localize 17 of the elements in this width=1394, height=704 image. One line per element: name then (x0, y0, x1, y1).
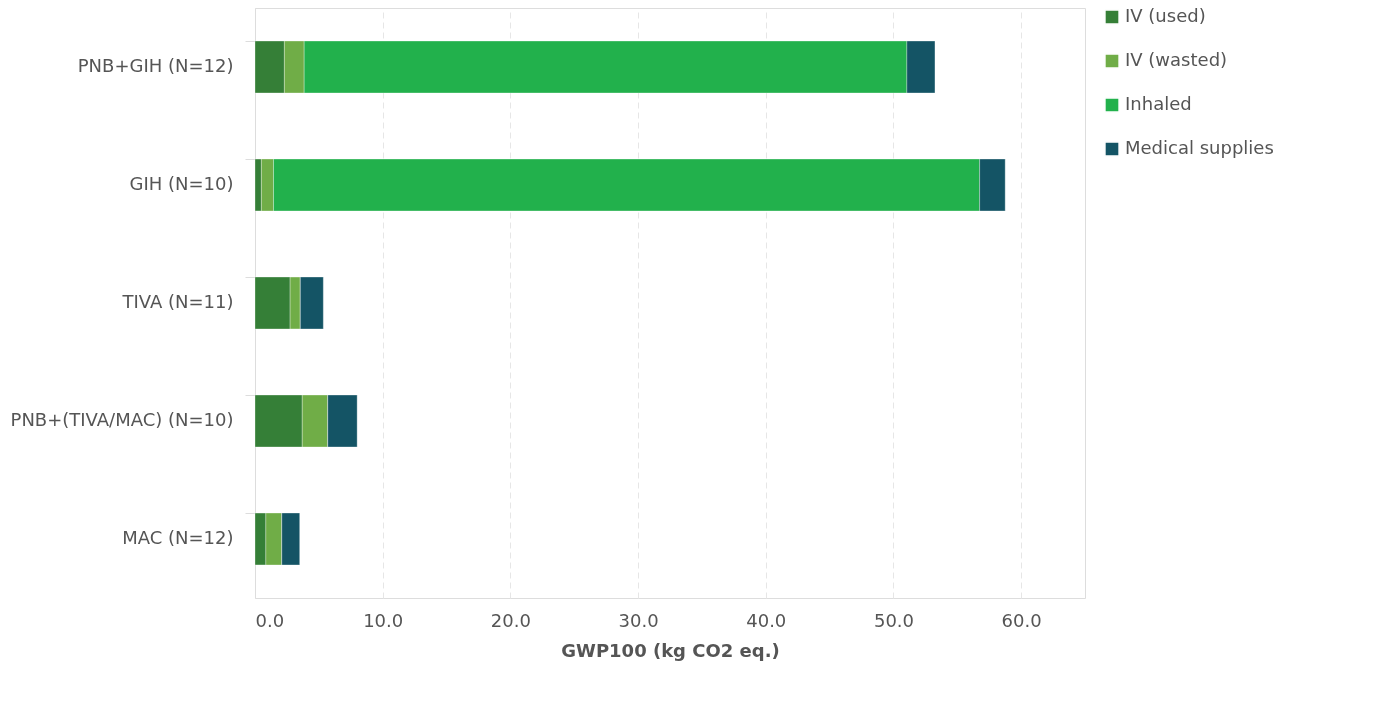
x-tick-label: 60.0 (1001, 609, 1042, 631)
y-tick-label: MAC (N=12) (122, 527, 234, 548)
x-tick-label: 0.0 (255, 609, 285, 631)
x-tick-label: 40.0 (746, 609, 787, 631)
legend-label: Inhaled (1125, 93, 1192, 114)
x-tick-label: 10.0 (363, 609, 404, 631)
x-tick-label: 20.0 (490, 609, 531, 631)
x-tick-label: 50.0 (873, 609, 914, 631)
y-tick-label: PNB+(TIVA/MAC) (N=10) (10, 409, 234, 430)
y-tick-label: GIH (N=10) (129, 173, 234, 194)
y-tick-label: PNB+GIH (N=12) (77, 55, 234, 76)
legend-label: IV (used) (1125, 5, 1206, 26)
x-axis-title: GWP100 (kg CO2 eq.) (561, 639, 780, 661)
legend-label: IV (wasted) (1125, 49, 1228, 70)
x-tick-label: 30.0 (618, 609, 659, 631)
legend-label: Medical supplies (1125, 137, 1274, 158)
y-tick-label: TIVA (N=11) (121, 291, 234, 312)
